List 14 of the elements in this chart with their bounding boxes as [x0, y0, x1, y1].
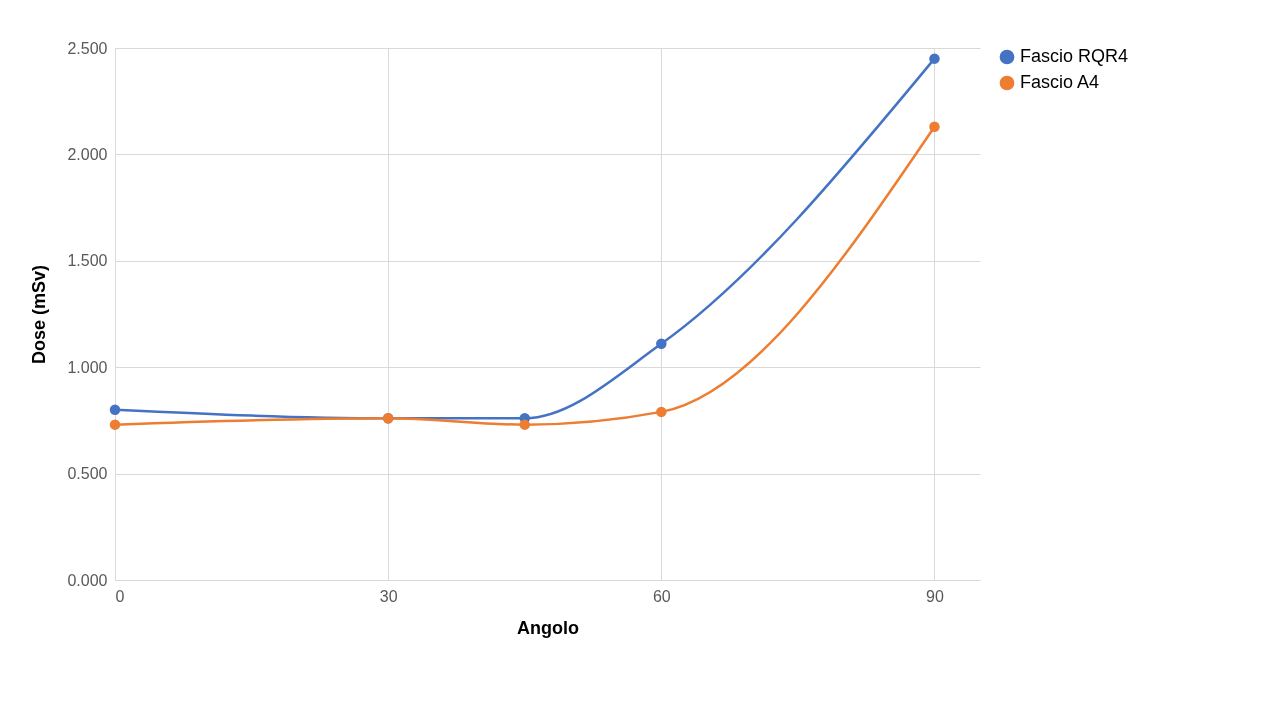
- y-tick-label: 2.000: [67, 145, 108, 163]
- y-tick-label: 0.000: [67, 571, 108, 589]
- legend-label: Fascio A4: [1020, 72, 1100, 92]
- x-tick-label: 90: [926, 587, 944, 605]
- y-tick-label: 1.500: [67, 252, 108, 270]
- y-tick-label: 0.500: [67, 465, 108, 483]
- x-tick-label: 30: [379, 587, 398, 605]
- y-axis-title: Dose (mSv): [29, 264, 50, 365]
- x-axis-title: Angolo: [517, 617, 579, 638]
- y-tick-label: 2.500: [67, 39, 108, 57]
- legend-label: Fascio RQR4: [1020, 46, 1129, 66]
- x-tick-label: 60: [652, 587, 671, 605]
- x-tick-label: 0: [115, 587, 125, 605]
- y-tick-label: 1.000: [67, 358, 108, 376]
